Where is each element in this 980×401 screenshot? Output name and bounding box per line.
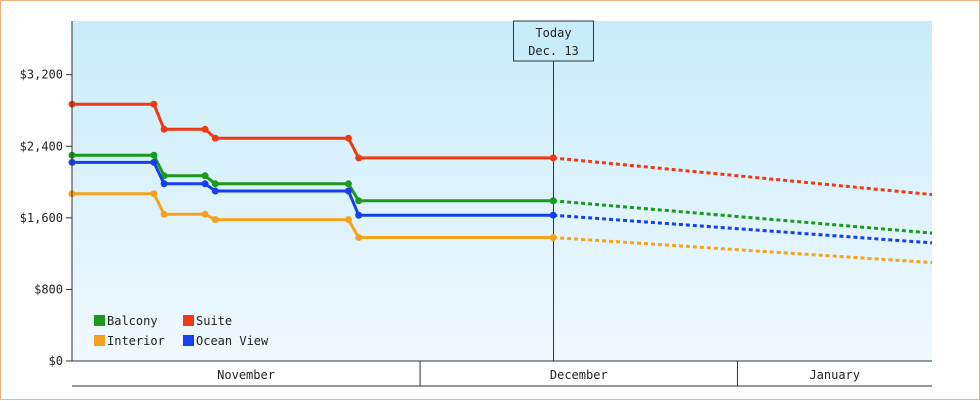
legend-label: Interior [107, 334, 165, 348]
series-point [150, 151, 158, 159]
series-point [211, 216, 219, 224]
series-point [201, 210, 209, 218]
legend-swatch [183, 335, 194, 346]
series-point [150, 190, 158, 198]
plot-area [72, 21, 932, 361]
y-tick-label: $0 [49, 354, 63, 368]
series-point [160, 180, 168, 188]
legend-label: Ocean View [196, 334, 269, 348]
legend-label: Suite [196, 314, 232, 328]
series-point [344, 180, 352, 188]
series-point [201, 172, 209, 180]
series-interior [68, 190, 933, 265]
series-point [355, 197, 363, 205]
series-point [344, 187, 352, 195]
today-date-label: Dec. 13 [528, 44, 579, 58]
month-label: December [550, 368, 608, 382]
series-point [211, 180, 219, 188]
month-label: January [809, 368, 860, 382]
legend-swatch [94, 315, 105, 326]
today-box [513, 20, 594, 62]
legend-swatch [183, 315, 194, 326]
series-point [211, 187, 219, 195]
series-point [150, 158, 158, 166]
series-point [355, 154, 363, 162]
series-point [201, 180, 209, 188]
legend-swatch [94, 335, 105, 346]
y-tick-label: $1,600 [20, 211, 63, 225]
series-point [150, 100, 158, 108]
forecast-line [553, 156, 933, 197]
series-suite [68, 100, 933, 197]
today-label: Today [535, 26, 571, 40]
series-point [211, 134, 219, 142]
series-point [344, 134, 352, 142]
forecast-line [553, 213, 933, 245]
series-point [355, 234, 363, 241]
legend-label: Balcony [107, 314, 158, 328]
series-point [160, 210, 168, 218]
series-point [355, 211, 363, 219]
series-balcony [68, 151, 933, 235]
series-line [72, 102, 554, 160]
series-point [201, 125, 209, 133]
forecast-line [553, 236, 933, 265]
y-tick-label: $800 [34, 282, 63, 296]
series-line [72, 160, 554, 217]
month-label: November [217, 368, 275, 382]
series-ocean-view [68, 158, 933, 245]
series-point [344, 216, 352, 224]
y-tick-label: $3,200 [20, 68, 63, 82]
forecast-line [553, 199, 933, 235]
y-tick-label: $2,400 [20, 139, 63, 153]
series-point [160, 125, 168, 133]
